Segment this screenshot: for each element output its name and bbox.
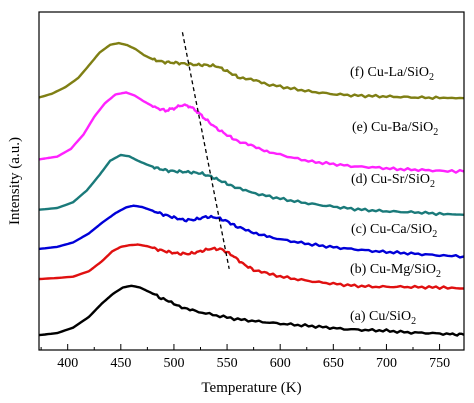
x-tick-label: 500: [163, 356, 184, 371]
series-curves: [38, 41, 465, 337]
series-line-b: [38, 243, 464, 290]
series-line-c: [38, 204, 465, 259]
series-label-subscript: 2: [433, 127, 438, 138]
series-label-subscript: 2: [430, 179, 435, 190]
series-label-c: (c) Cu-Ca/SiO2: [351, 222, 437, 240]
plot-frame: [38, 11, 465, 351]
x-tick-label: 550: [217, 356, 238, 371]
series-label-text: (f) Cu-La/SiO: [350, 65, 429, 80]
series-line-d: [38, 153, 465, 217]
x-tick-label: 450: [110, 356, 131, 371]
series-label-subscript: 2: [436, 269, 441, 280]
x-tick-label: 400: [57, 356, 78, 371]
dashed-guide-line: [181, 32, 230, 270]
series-label-text: (b) Cu-Mg/SiO: [350, 262, 436, 277]
series-label-subscript: 2: [432, 229, 437, 240]
series-label-subscript: 2: [429, 72, 434, 83]
series-label-b: (b) Cu-Mg/SiO2: [350, 262, 441, 280]
series-line-a: [38, 284, 465, 337]
series-label-text: (a) Cu/SiO: [350, 309, 411, 324]
series-label-d: (d) Cu-Sr/SiO2: [351, 172, 435, 190]
y-axis-label: Intensity (a.u.): [7, 137, 23, 225]
series-label-text: (e) Cu-Ba/SiO: [352, 120, 433, 135]
series-labels: (a) Cu/SiO2(b) Cu-Mg/SiO2(c) Cu-Ca/SiO2(…: [350, 65, 441, 327]
series-label-subscript: 2: [411, 316, 416, 327]
x-axis-label: Temperature (K): [201, 380, 301, 396]
series-label-text: (c) Cu-Ca/SiO: [351, 222, 432, 237]
x-axis-ticks: 400 450 500 550 600 650 700 750: [40, 344, 450, 371]
series-label-e: (e) Cu-Ba/SiO2: [352, 120, 438, 138]
series-line-f: [38, 41, 465, 101]
x-tick-label: 750: [429, 356, 450, 371]
series-label-f: (f) Cu-La/SiO2: [350, 65, 434, 83]
x-tick-label: 600: [270, 356, 291, 371]
series-label-text: (d) Cu-Sr/SiO: [351, 172, 430, 187]
x-tick-label: 650: [323, 356, 344, 371]
x-tick-label: 700: [376, 356, 397, 371]
series-label-a: (a) Cu/SiO2: [350, 309, 416, 327]
series-line-e: [38, 91, 465, 174]
